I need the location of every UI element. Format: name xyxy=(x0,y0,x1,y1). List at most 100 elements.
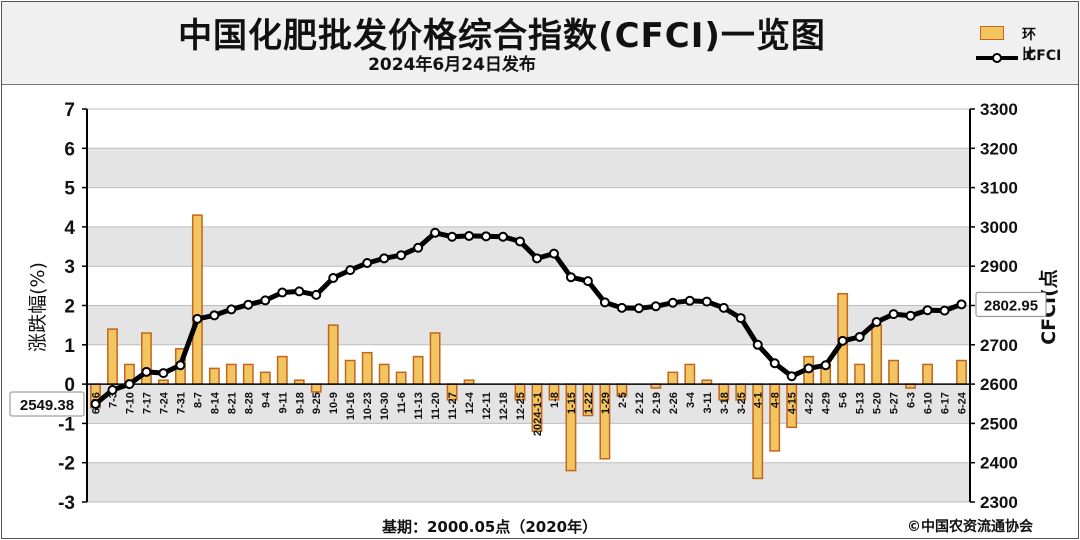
right-tick-label: 2700 xyxy=(980,336,1018,355)
x-tick-label-5-20: 5-20 xyxy=(872,392,884,414)
x-tick-label-1-22: 1-22 xyxy=(583,392,595,414)
cfci-point-8-7 xyxy=(192,313,203,324)
bar-5-20 xyxy=(871,324,883,385)
cfci-point-6-24 xyxy=(956,299,967,310)
cfci-point-2-19 xyxy=(650,301,661,312)
bar-5-27 xyxy=(888,359,900,385)
x-tick-label-7-17: 7-17 xyxy=(141,392,153,414)
legend-bar-label: 环比 xyxy=(1022,27,1036,63)
x-tick-label-6-24: 6-24 xyxy=(957,391,969,414)
cfci-point-10-23 xyxy=(362,258,373,269)
x-tick-label-8-14: 8-14 xyxy=(209,391,221,414)
x-tick-label-11-20: 11-20 xyxy=(430,392,442,420)
cfci-point-1-8 xyxy=(548,248,559,259)
x-tick-label-4-22: 4-22 xyxy=(804,392,816,414)
x-tick-label-3-18: 3-18 xyxy=(719,392,731,414)
grid-band xyxy=(87,384,970,424)
x-tick-label-6-3: 6-3 xyxy=(906,392,918,408)
x-tick-label-10-23: 10-23 xyxy=(362,392,374,420)
left-tick-label: 4 xyxy=(64,218,75,239)
x-tick-label-7-24: 7-24 xyxy=(158,391,170,414)
bar-8-21 xyxy=(225,363,237,385)
first-value-label: 2549.38 xyxy=(20,397,74,414)
bar-2-26 xyxy=(667,371,679,385)
cfci-point-1-22 xyxy=(582,276,593,287)
cfci-point-1-15 xyxy=(565,272,576,283)
right-tick-label: 2600 xyxy=(980,375,1018,394)
cfci-point-1-29 xyxy=(599,297,610,308)
x-tick-label-10-9: 10-9 xyxy=(328,392,340,414)
x-tick-label-2-12: 2-12 xyxy=(634,392,646,414)
x-tick-label-1-8: 1-8 xyxy=(549,392,561,408)
cfci-point-3-25 xyxy=(735,313,746,324)
x-tick-label-4-8: 4-8 xyxy=(770,392,782,408)
cfci-point-2-5 xyxy=(616,302,627,313)
left-tick-label: -2 xyxy=(58,454,75,475)
right-tick-label: 2300 xyxy=(980,493,1018,512)
cfci-point-7-31 xyxy=(175,360,186,371)
left-axis-title: 涨跌幅(%) xyxy=(27,262,49,352)
cfci-point-4-15 xyxy=(786,371,797,382)
x-tick-label-11-6: 11-6 xyxy=(396,392,408,413)
bar-5-13 xyxy=(854,363,866,385)
cfci-point-2-26 xyxy=(667,297,678,308)
cfci-point-4-22 xyxy=(803,363,814,374)
bar-10-9 xyxy=(327,324,339,385)
grid-band xyxy=(87,148,970,188)
cfci-point-7-17 xyxy=(141,366,152,377)
cfci-point-5-13 xyxy=(854,331,865,342)
cfci-point-8-21 xyxy=(226,304,237,315)
right-tick-label: 3200 xyxy=(980,139,1018,158)
bar-11-6 xyxy=(395,371,407,385)
left-tick-label: -3 xyxy=(58,493,75,514)
x-tick-label-5-6: 5-6 xyxy=(838,392,850,408)
x-tick-label-3-25: 3-25 xyxy=(736,392,748,414)
bar-9-25 xyxy=(310,383,322,393)
legend-bar-swatch xyxy=(980,26,1004,40)
cfci-point-3-4 xyxy=(684,295,695,306)
right-tick-label: 2500 xyxy=(980,414,1018,433)
bar-6-24 xyxy=(956,359,967,385)
x-tick-label-9-4: 9-4 xyxy=(260,391,272,408)
cfci-point-3-18 xyxy=(718,302,729,313)
x-tick-label-6-17: 6-17 xyxy=(940,392,952,414)
cfci-point-11-27 xyxy=(447,231,458,242)
right-tick-label: 3000 xyxy=(980,218,1018,237)
cfci-point-7-3 xyxy=(107,384,118,395)
cfci-point-11-13 xyxy=(413,242,424,253)
cfci-point-10-30 xyxy=(379,253,390,264)
cfci-point-7-24 xyxy=(158,368,169,379)
left-tick-label: 6 xyxy=(64,139,75,160)
x-tick-label-11-13: 11-13 xyxy=(413,392,425,420)
bar-11-20 xyxy=(429,332,441,385)
cfci-point-7-10 xyxy=(124,379,135,390)
base-period-note: 基期：2000.05点（2020年） xyxy=(382,518,598,536)
cfci-point-12-4 xyxy=(464,230,475,241)
right-tick-label: 3100 xyxy=(980,179,1018,198)
cfci-point-11-6 xyxy=(396,250,407,261)
cfci-point-5-20 xyxy=(871,317,882,328)
left-tick-label: 3 xyxy=(64,257,75,278)
x-tick-label-1-15: 1-15 xyxy=(566,392,578,414)
x-tick-label-2-5: 2-5 xyxy=(617,392,629,408)
x-tick-label-3-11: 3-11 xyxy=(702,392,714,413)
cfci-point-11-20 xyxy=(430,227,441,238)
first-value-box xyxy=(9,391,85,417)
left-tick-label: 2 xyxy=(64,297,75,318)
cfci-point-3-11 xyxy=(701,296,712,307)
x-tick-label-3-4: 3-4 xyxy=(685,391,697,408)
bar-10-23 xyxy=(361,351,373,385)
x-tick-label-10-30: 10-30 xyxy=(379,392,391,420)
last-value-box xyxy=(975,291,1047,317)
cfci-point-6-17 xyxy=(939,305,950,316)
bar-8-14 xyxy=(208,367,220,385)
x-tick-label-10-16: 10-16 xyxy=(345,392,357,420)
x-tick-label-4-29: 4-29 xyxy=(821,392,833,414)
right-tick-label: 3300 xyxy=(980,100,1018,119)
cfci-point-9-11 xyxy=(277,287,288,298)
copyright-note: ©中国农资流通协会 xyxy=(907,519,1033,535)
chart-title: 中国化肥批发价格综合指数(CFCI)一览图 xyxy=(178,16,826,56)
left-tick-label: 0 xyxy=(64,375,75,396)
x-tick-label-12-18: 12-18 xyxy=(498,392,510,420)
